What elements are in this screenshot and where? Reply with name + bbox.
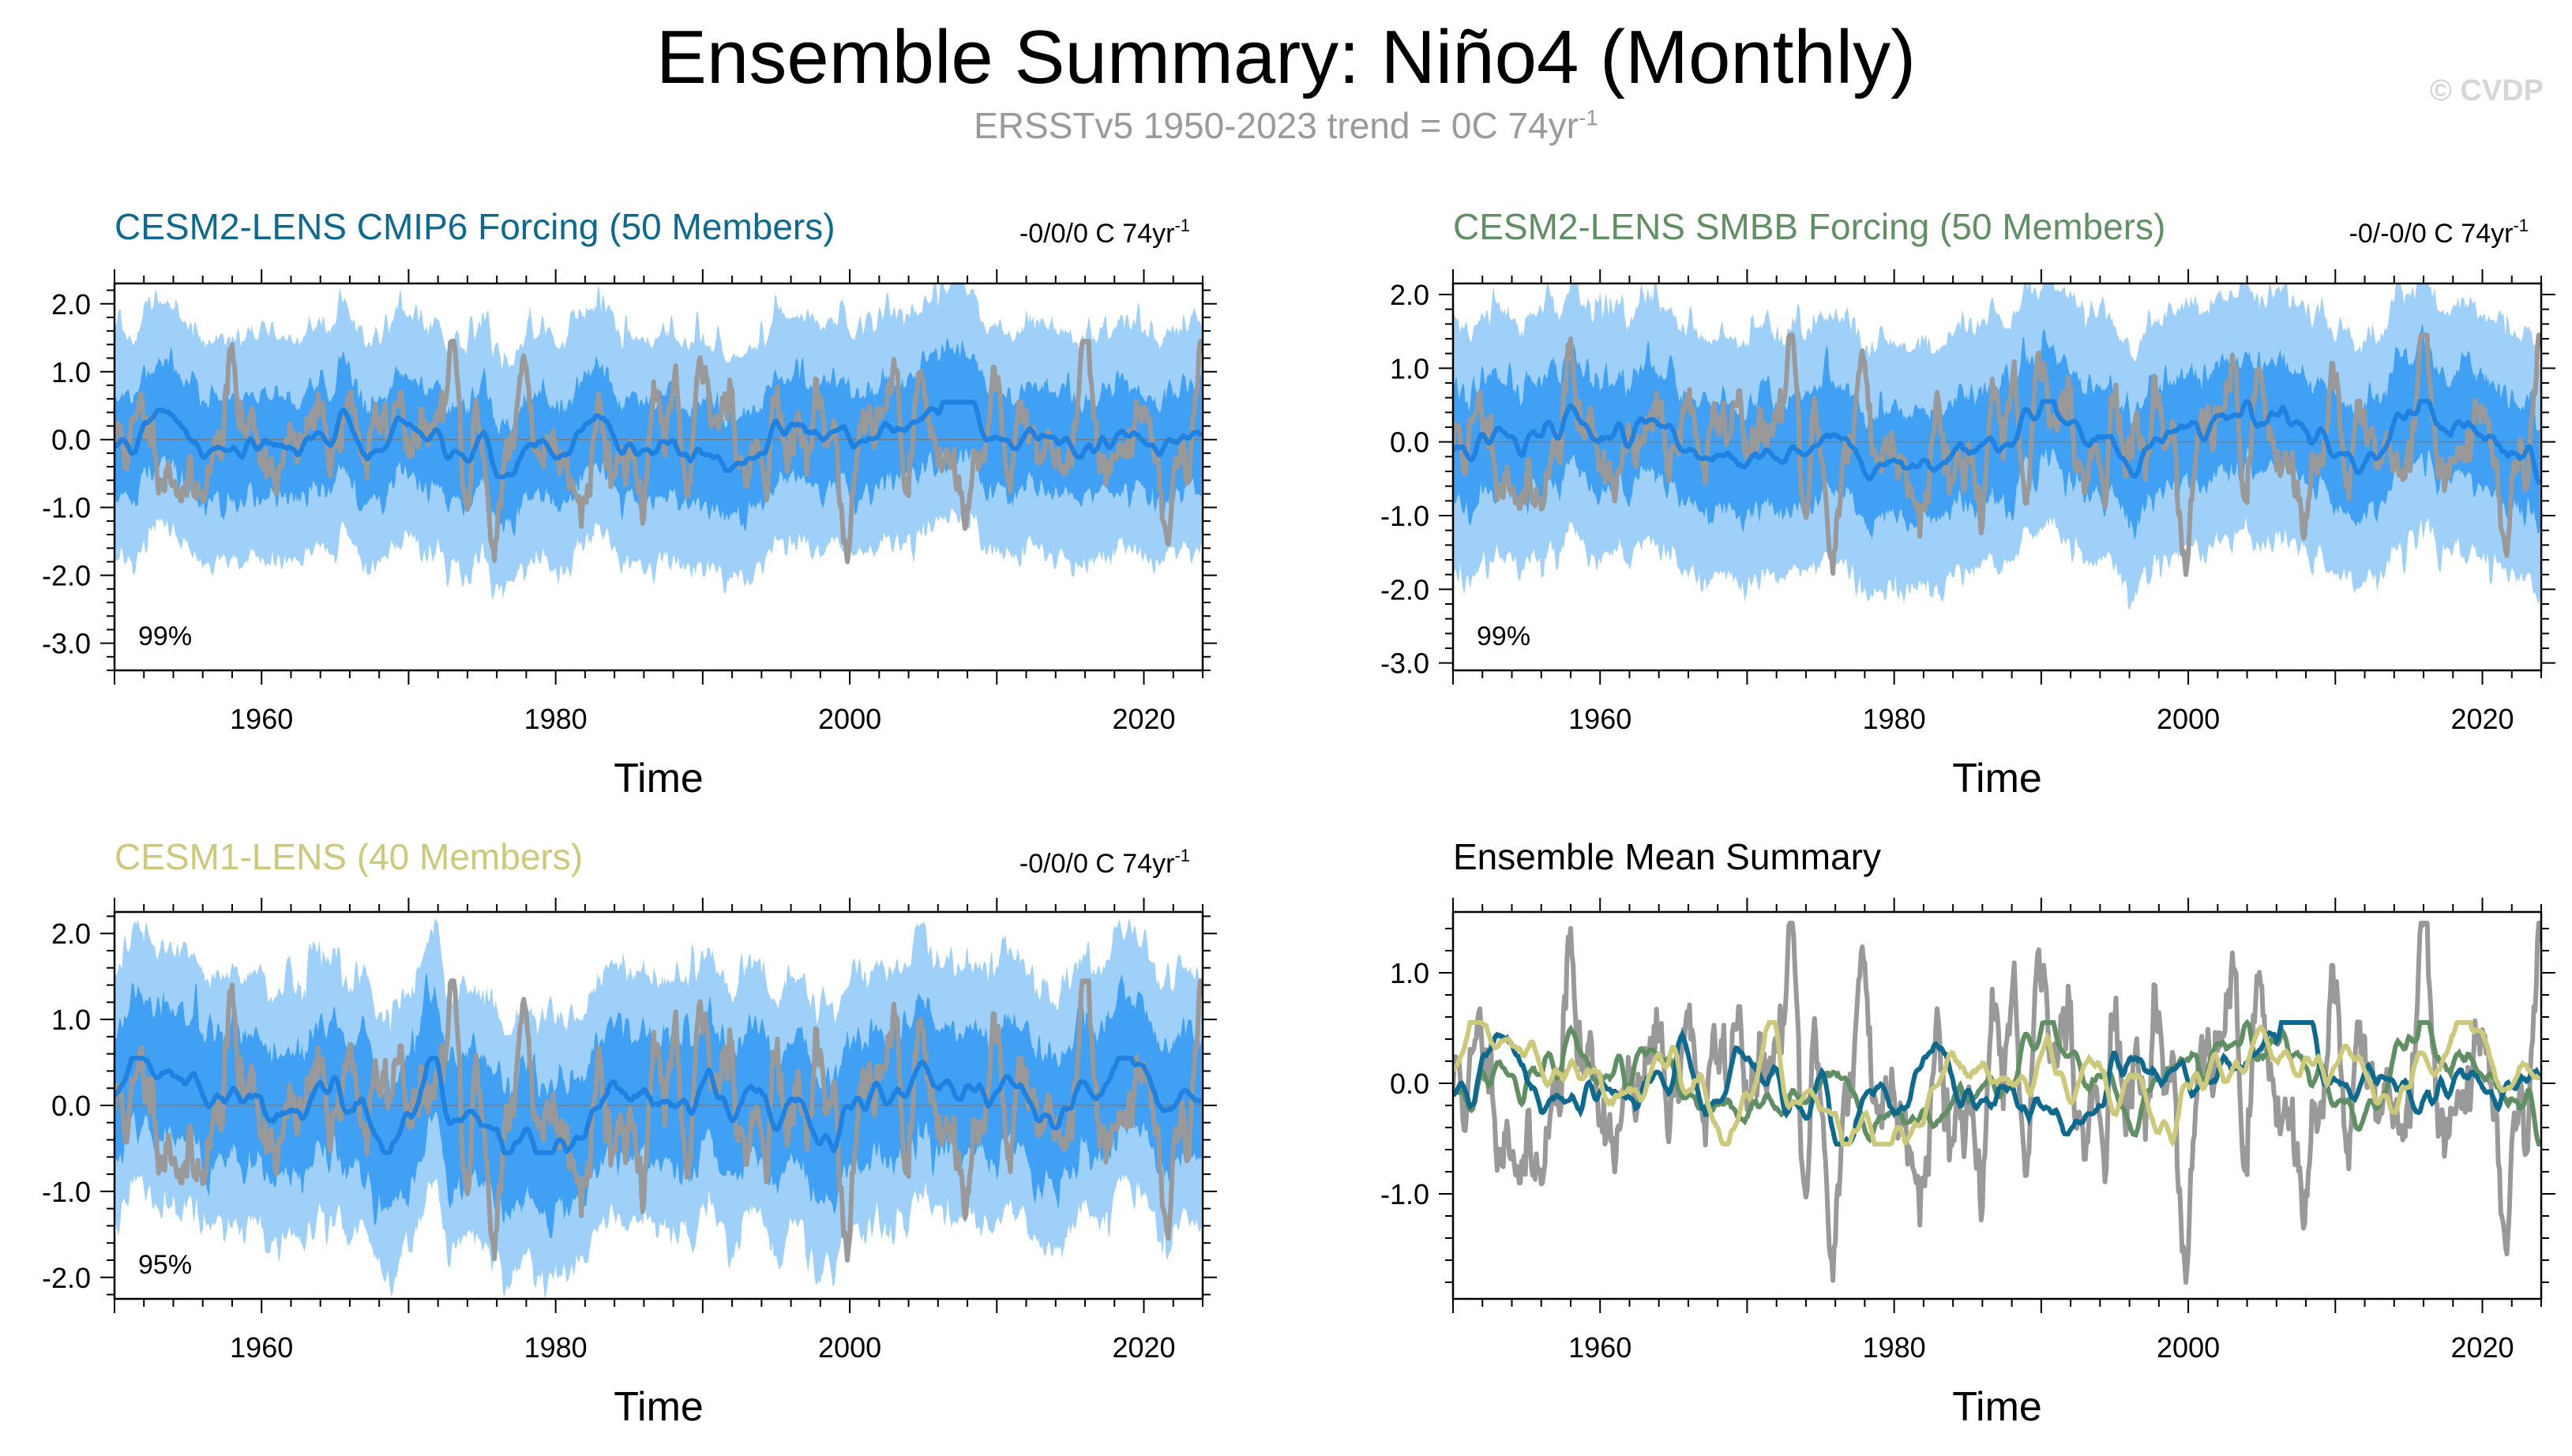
panel-title: CESM2-LENS SMBB Forcing (50 Members) [1453,206,2165,247]
copyright-watermark: © CVDP [2429,74,2544,107]
y-tick-label: 2.0 [51,918,91,950]
plot-area [115,918,1203,1297]
trend-label: -0/-0/0 C 74yr-1 [2349,216,2529,249]
trend-label: -0/0/0 C 74yr-1 [1019,216,1190,249]
y-tick-label: -3.0 [1380,647,1429,680]
x-axis-label: Time [1952,756,2042,801]
chart-panel-cmip6: 2.0 1.0 0.0 -1.0 -2.0 -3.0 1960 1980 2000 2020 Tim… [42,206,1217,801]
y-tick-label: 1.0 [1390,957,1429,989]
chart-panel-cesm1: 2.0 1.0 0.0 -1.0 -2.0 1960 1980 2000 2020 Time CES… [42,836,1217,1430]
x-tick-label: 1980 [524,703,588,735]
page-subtitle: ERSSTv5 1950-2023 trend = 0C 74yr-1 [0,104,2572,147]
x-tick-label: 1960 [1568,1331,1631,1364]
range-label: 99% [1477,621,1530,651]
panel-title: Ensemble Mean Summary [1453,836,1881,877]
y-tick-label: -1.0 [42,1176,91,1208]
x-tick-label: 1960 [230,703,293,735]
range-label: 95% [138,1250,192,1280]
trend-text: -0/0/0 C 74yr [1019,219,1175,249]
x-axis-label: Time [614,756,704,801]
x-tick-label: 2000 [818,1331,881,1364]
y-tick-label: -1.0 [1380,500,1429,532]
x-tick-label: 2000 [2157,703,2220,735]
trend-label: -0/0/0 C 74yr-1 [1019,846,1190,879]
plot-area [1453,921,2541,1285]
y-tick-label: 0.0 [1390,1068,1429,1100]
y-tick-label: -2.0 [42,560,91,592]
y-tick-label: 1.0 [51,1004,91,1036]
x-tick-label: 1980 [524,1331,588,1364]
x-tick-label: 2000 [2157,1331,2220,1364]
x-tick-label: 1980 [1863,1331,1926,1364]
y-tick-label: 0.0 [1390,426,1429,459]
plot-area [1453,283,2541,610]
trend-text: -0/-0/0 C 74yr [2349,219,2514,249]
y-tick-label: -1.0 [1380,1178,1429,1210]
y-tick-label: -2.0 [42,1262,91,1294]
panel-title: CESM2-LENS CMIP6 Forcing (50 Members) [115,206,835,247]
x-tick-label: 1960 [1568,703,1631,735]
cesm1-mean-line [1453,1020,2540,1148]
ensemble-mean-line [115,1056,1203,1155]
panel-title: CESM1-LENS (40 Members) [115,836,583,877]
x-tick-label: 2020 [2450,703,2514,735]
ensemble-mean-line [1453,399,2541,485]
y-tick-label: 0.0 [51,424,91,456]
y-tick-label: -3.0 [42,628,91,660]
subtitle-superscript: -1 [1578,105,1598,130]
trend-superscript: -1 [1174,216,1190,235]
chart-panel-summary: 1.0 0.0 -1.0 1960 1980 2000 2020 Time Ensemble M… [1380,836,2555,1430]
plot-frame [113,282,1204,672]
observations-line [1453,332,2541,577]
y-tick-label: 1.0 [51,356,91,388]
subtitle-text: ERSSTv5 1950-2023 trend = 0C 74yr [974,105,1579,146]
trend-text: -0/0/0 C 74yr [1019,849,1175,879]
x-axis-label: Time [614,1384,704,1430]
trend-superscript: -1 [1174,846,1190,865]
x-tick-label: 1960 [230,1331,293,1364]
cmip6-mean-line [1453,1020,2541,1146]
chart-panel-smbb: 2.0 1.0 0.0 -1.0 -2.0 -3.0 1960 1980 2000 2020 Tim… [1380,206,2555,801]
plot-area [115,283,1203,600]
y-tick-label: -1.0 [42,492,91,524]
x-tick-label: 1980 [1863,703,1926,735]
page-title: Ensemble Summary: Niño4 (Monthly) [655,15,1917,99]
x-tick-label: 2000 [818,703,881,735]
observations-line [115,978,1203,1263]
x-tick-label: 2020 [1112,703,1175,735]
range-label: 99% [138,621,192,651]
x-axis-label: Time [1952,1384,2042,1430]
y-tick-label: 1.0 [1390,352,1429,385]
y-tick-label: -2.0 [1380,573,1429,606]
trend-superscript: -1 [2513,216,2529,235]
y-tick-label: 2.0 [1390,279,1429,311]
x-tick-label: 2020 [1112,1331,1175,1364]
ensemble-range-inner [1453,323,2540,541]
plot-frame [1451,282,2543,672]
y-tick-label: 2.0 [51,288,91,321]
ensemble-range-inner [115,338,1202,537]
ensemble-mean-line [115,400,1203,479]
y-tick-label: 0.0 [51,1090,91,1122]
x-tick-label: 2020 [2450,1331,2514,1364]
